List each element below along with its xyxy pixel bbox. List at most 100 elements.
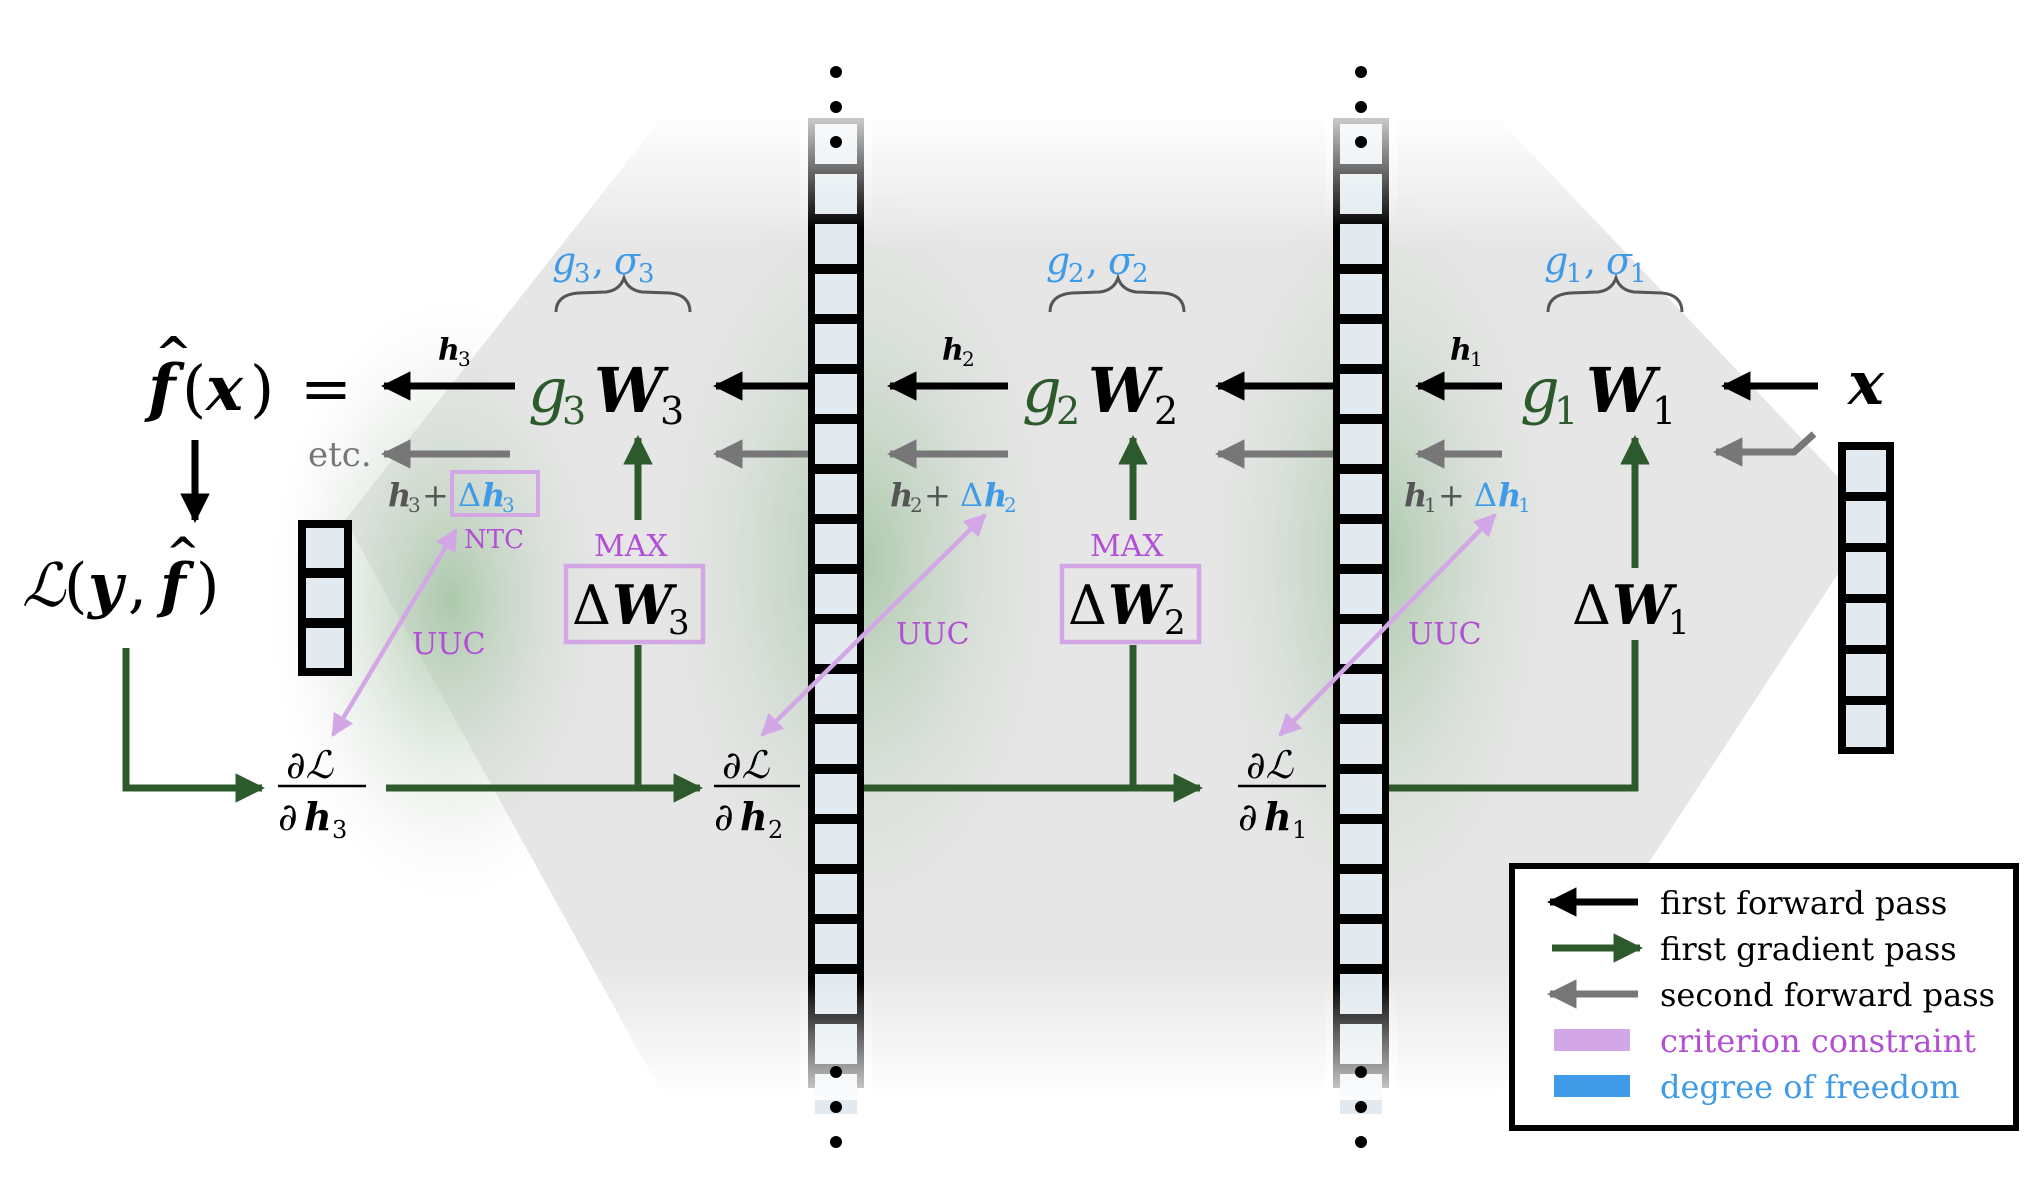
ellipsis-dots-bottom-col2 bbox=[830, 1066, 842, 1148]
legend-label-first-forward: first forward pass bbox=[1660, 884, 1947, 922]
layer-2-block: g 2 W 2 g 2 , σ 2 h 2 h 2 + Δ h 2 MAX Δ … bbox=[714, 239, 1186, 844]
layer3-h-label: h bbox=[438, 333, 460, 368]
uuc-label-layer3: UUC bbox=[412, 627, 486, 662]
svg-text:2: 2 bbox=[962, 347, 975, 371]
layer2-W: W bbox=[1088, 354, 1163, 427]
svg-text:1: 1 bbox=[1554, 389, 1578, 433]
svg-text:3: 3 bbox=[638, 259, 655, 289]
grad-dh1-den-h: h bbox=[1264, 794, 1292, 839]
second-forward-arrows bbox=[381, 431, 1817, 469]
loss-expression: ℒ ( y , f ^ ) bbox=[22, 529, 219, 621]
max-box-dW3 bbox=[563, 563, 706, 645]
legend-label-second-forward: second forward pass bbox=[1660, 976, 1995, 1014]
layer3-dof-g: g bbox=[552, 239, 576, 283]
svg-text:2: 2 bbox=[1154, 389, 1178, 433]
svg-text:h: h bbox=[388, 476, 411, 514]
svg-text:1: 1 bbox=[1668, 603, 1690, 643]
grad-dh2-num: ∂ℒ bbox=[722, 743, 771, 787]
svg-text:h: h bbox=[984, 476, 1007, 514]
svg-text:1: 1 bbox=[1292, 816, 1307, 844]
layer2-dW: W bbox=[1108, 573, 1174, 637]
input-cell bbox=[1846, 603, 1886, 645]
svg-text:Δ: Δ bbox=[1572, 574, 1611, 637]
svg-text:Δ: Δ bbox=[572, 574, 611, 637]
grad-dh2-den-h: h bbox=[740, 794, 768, 839]
ellipsis-dots-top-col1 bbox=[1355, 66, 1367, 148]
ntc-label: NTC bbox=[464, 525, 524, 555]
svg-text:+: + bbox=[924, 476, 951, 514]
svg-text:2: 2 bbox=[1164, 603, 1186, 643]
gradient-arrows bbox=[122, 435, 1650, 803]
layer-1-block: g 1 W 1 g 1 , σ 1 h 1 h 1 + Δ h 1 Δ W 1 … bbox=[1238, 239, 1690, 844]
legend-label-criterion: criterion constraint bbox=[1660, 1022, 1976, 1060]
layer1-dW: W bbox=[1612, 573, 1678, 637]
max-label-layer3: MAX bbox=[594, 529, 668, 564]
ellipsis-dots-bottom-col1 bbox=[1355, 1066, 1367, 1148]
svg-text:Δ: Δ bbox=[960, 476, 983, 514]
svg-text:3: 3 bbox=[668, 603, 690, 643]
layer-column-1 bbox=[1325, 110, 1397, 1114]
grad-dh3-den-h: h bbox=[304, 794, 332, 839]
max-label-layer2: MAX bbox=[1090, 529, 1164, 564]
ntc-box-delta-h3 bbox=[450, 470, 540, 517]
legend-blue-swatch bbox=[1554, 1075, 1630, 1097]
output-equals: = bbox=[300, 352, 352, 425]
layer1-W: W bbox=[1586, 354, 1661, 427]
svg-text:1: 1 bbox=[1424, 493, 1437, 517]
svg-text:2: 2 bbox=[1056, 389, 1080, 433]
svg-text:,: , bbox=[1584, 239, 1596, 283]
svg-text:Δ: Δ bbox=[458, 476, 481, 514]
svg-text:2: 2 bbox=[910, 493, 923, 517]
svg-text:3: 3 bbox=[562, 389, 586, 433]
input-cell bbox=[1846, 705, 1886, 747]
uuc-label-layer2: UUC bbox=[896, 617, 970, 652]
svg-text:Δ: Δ bbox=[1068, 574, 1107, 637]
output-x: x bbox=[204, 352, 244, 425]
layer1-h-label: h bbox=[1450, 333, 1472, 368]
svg-text:Δ: Δ bbox=[1474, 476, 1497, 514]
svg-text:+: + bbox=[422, 476, 449, 514]
layer-3-block: g 3 W 3 g 3 , σ 3 h 3 h 3 + Δ h 3 NTC MA… bbox=[278, 239, 690, 844]
svg-text:2: 2 bbox=[768, 816, 783, 844]
uuc-arrow-layer2 bbox=[760, 513, 987, 737]
input-cell bbox=[1846, 450, 1886, 492]
svg-text:3: 3 bbox=[502, 493, 515, 517]
svg-text:(: ( bbox=[182, 352, 206, 425]
uuc-label-layer1: UUC bbox=[1408, 617, 1482, 652]
grad-dh3-num: ∂ℒ bbox=[286, 743, 335, 787]
svg-text:,: , bbox=[1086, 239, 1098, 283]
svg-text:): ) bbox=[196, 551, 219, 621]
layer2-h-label: h bbox=[942, 333, 964, 368]
loss-L: ℒ bbox=[22, 551, 67, 621]
layer3-g: g bbox=[528, 354, 568, 427]
layer3-dW: W bbox=[612, 573, 678, 637]
grad-dh1-num: ∂ℒ bbox=[1246, 743, 1295, 787]
output-f-hat: ^ bbox=[155, 328, 192, 379]
layer1-g: g bbox=[1520, 354, 1560, 427]
input-x: x bbox=[1846, 349, 1885, 419]
layer1-dof-sigma: σ bbox=[1606, 239, 1633, 283]
svg-text:1: 1 bbox=[1652, 389, 1676, 433]
svg-text:h: h bbox=[890, 476, 913, 514]
brace-layer2 bbox=[1048, 273, 1186, 313]
layer3-W: W bbox=[594, 354, 669, 427]
svg-text:1: 1 bbox=[1518, 493, 1531, 517]
svg-text:∂: ∂ bbox=[714, 795, 734, 839]
svg-text:3: 3 bbox=[408, 493, 421, 517]
uuc-arrows bbox=[331, 513, 1497, 737]
legend-label-dof: degree of freedom bbox=[1660, 1068, 1960, 1106]
ellipsis-dots-top-col2 bbox=[830, 66, 842, 148]
svg-text:3: 3 bbox=[458, 347, 471, 371]
svg-text:2: 2 bbox=[1132, 259, 1149, 289]
layer2-dof-g: g bbox=[1046, 239, 1070, 283]
brace-layer1 bbox=[1546, 273, 1684, 313]
svg-text:1: 1 bbox=[1470, 347, 1483, 371]
input-cell bbox=[1846, 654, 1886, 696]
loss-y: y bbox=[86, 551, 127, 621]
svg-text:(: ( bbox=[64, 551, 87, 621]
etc-label: etc. bbox=[308, 435, 372, 475]
svg-text:,: , bbox=[128, 551, 147, 621]
max-box-dW2 bbox=[1059, 563, 1202, 645]
legend: first forward pass first gradient pass s… bbox=[1509, 863, 2019, 1131]
svg-text:1: 1 bbox=[1566, 259, 1583, 289]
